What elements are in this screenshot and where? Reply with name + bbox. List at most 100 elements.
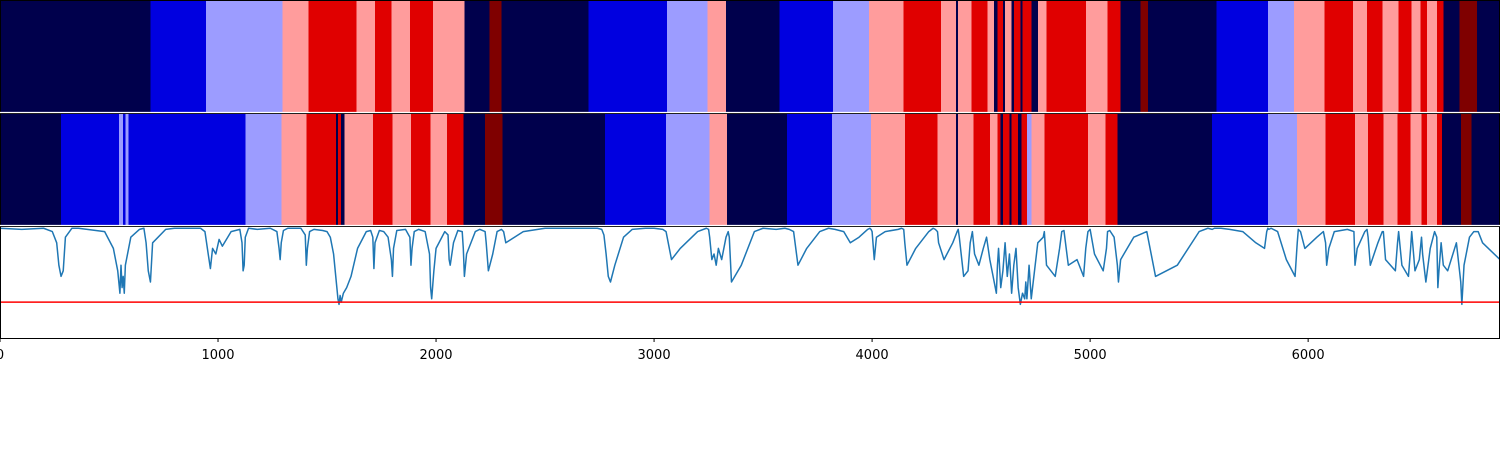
heatmap-segment bbox=[501, 0, 590, 112]
heatmap-segment bbox=[1046, 0, 1087, 112]
heatmap-segment bbox=[1459, 0, 1478, 112]
heatmap-segment bbox=[989, 113, 998, 225]
heatmap-segment bbox=[1383, 113, 1398, 225]
heatmap-segment bbox=[779, 0, 834, 112]
x-tick-label: 5000 bbox=[1074, 348, 1107, 363]
heatmap-segment bbox=[997, 0, 1004, 112]
heatmap-segment bbox=[0, 0, 151, 112]
heatmap-segment bbox=[245, 113, 282, 225]
heatmap-segment bbox=[1140, 0, 1149, 112]
heatmap-segment bbox=[1212, 113, 1269, 225]
heatmap-segment bbox=[1087, 113, 1106, 225]
heatmap-segment bbox=[1367, 0, 1383, 112]
heatmap-segment bbox=[1000, 113, 1004, 225]
heatmap-segment bbox=[489, 0, 502, 112]
heatmap-segment bbox=[1352, 0, 1368, 112]
heatmap-segment bbox=[937, 113, 957, 225]
heatmap-segment bbox=[903, 0, 942, 112]
heatmap-segment bbox=[356, 0, 376, 112]
heatmap-segment bbox=[485, 113, 503, 225]
heatmap-segment bbox=[868, 0, 905, 112]
heatmap-segment bbox=[1267, 0, 1295, 112]
heatmap-segment bbox=[1021, 113, 1028, 225]
heatmap-segment bbox=[871, 113, 906, 225]
heatmap-segment bbox=[1013, 0, 1021, 112]
x-tick-label: 0 bbox=[0, 348, 4, 363]
heatmap-segment bbox=[1009, 113, 1013, 225]
heatmap-segment bbox=[344, 113, 374, 225]
heatmap-segment bbox=[1443, 0, 1461, 112]
heatmap-segment bbox=[904, 113, 938, 225]
heatmap-segment bbox=[1436, 0, 1444, 112]
heatmap-segment bbox=[605, 113, 667, 225]
heatmap-segment bbox=[1020, 0, 1023, 112]
heatmap-segment bbox=[1382, 0, 1400, 112]
heatmap-panel-middle bbox=[0, 113, 1500, 225]
heatmap-segment bbox=[956, 0, 959, 112]
heatmap-segment bbox=[306, 113, 337, 225]
heatmap-segment bbox=[118, 113, 124, 225]
x-tick-label: 6000 bbox=[1292, 348, 1325, 363]
heatmap-segment bbox=[1426, 0, 1438, 112]
heatmap-segment bbox=[341, 113, 345, 225]
x-tick-label: 2000 bbox=[419, 348, 452, 363]
heatmap-segment bbox=[1018, 113, 1022, 225]
heatmap-segment bbox=[409, 0, 434, 112]
heatmap-segment bbox=[1147, 0, 1217, 112]
heatmap-segment bbox=[973, 113, 991, 225]
heatmap-segment bbox=[1421, 113, 1428, 225]
heatmap-segment bbox=[1216, 0, 1269, 112]
heatmap-segment bbox=[150, 0, 207, 112]
heatmap-segment bbox=[997, 113, 1002, 225]
heatmap-segment bbox=[335, 113, 339, 225]
heatmap-segment bbox=[281, 113, 307, 225]
heatmap-segment bbox=[391, 0, 411, 112]
heatmap-segment bbox=[1267, 113, 1298, 225]
heatmap-segment bbox=[1297, 113, 1326, 225]
heatmap-segment bbox=[956, 113, 959, 225]
heatmap-segment bbox=[125, 113, 130, 225]
heatmap-segment bbox=[1293, 0, 1325, 112]
heatmap-segment bbox=[282, 0, 309, 112]
heatmap-segment bbox=[1411, 0, 1421, 112]
heatmap-segment bbox=[1471, 113, 1500, 225]
heatmap-segment bbox=[392, 113, 412, 225]
heatmap-segment bbox=[666, 113, 711, 225]
series-line bbox=[0, 227, 1500, 306]
heatmap-segment bbox=[787, 113, 833, 225]
heatmap-segment bbox=[987, 0, 995, 112]
heatmap-segment bbox=[971, 0, 989, 112]
heatmap-segment bbox=[372, 113, 393, 225]
heatmap-segment bbox=[1002, 113, 1010, 225]
heatmap-segment bbox=[727, 113, 788, 225]
heatmap-segment bbox=[1011, 113, 1019, 225]
heatmap-segment bbox=[1044, 113, 1089, 225]
heatmap-segment bbox=[463, 113, 486, 225]
heatmap-segment bbox=[464, 0, 490, 112]
heatmap-segment bbox=[1031, 0, 1039, 112]
heatmap-segment bbox=[1477, 0, 1500, 112]
heatmap-segment bbox=[994, 0, 998, 112]
heatmap-segment bbox=[61, 113, 120, 225]
heatmap-segment bbox=[1037, 0, 1047, 112]
heatmap-segment bbox=[1410, 113, 1422, 225]
heatmap-segment bbox=[958, 0, 972, 112]
heatmap-segment bbox=[375, 0, 392, 112]
heatmap-segment bbox=[1426, 113, 1438, 225]
heatmap-segment bbox=[410, 113, 431, 225]
heatmap-segment bbox=[709, 113, 728, 225]
heatmap-segment bbox=[308, 0, 357, 112]
heatmap-segment bbox=[502, 113, 606, 225]
heatmap-segment bbox=[940, 0, 957, 112]
heatmap-segment bbox=[1107, 0, 1122, 112]
heatmap-segment bbox=[1368, 113, 1384, 225]
heatmap-segment bbox=[831, 113, 872, 225]
heatmap-segment bbox=[707, 0, 727, 112]
heatmap-segment bbox=[430, 113, 448, 225]
heatmap-segment bbox=[1031, 113, 1045, 225]
heatmap-segment bbox=[1002, 0, 1006, 112]
heatmap-segment bbox=[1085, 0, 1108, 112]
heatmap-segment bbox=[337, 113, 342, 225]
heatmap-segment bbox=[667, 0, 708, 112]
heatmap-segment bbox=[206, 0, 283, 112]
